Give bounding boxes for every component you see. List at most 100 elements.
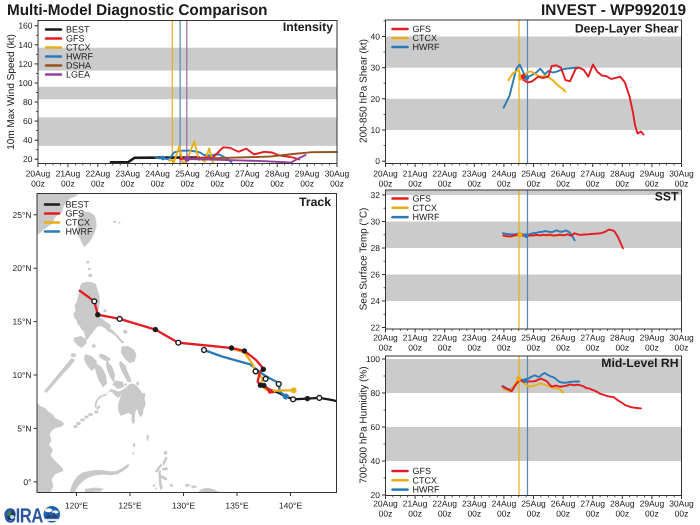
svg-text:40: 40 <box>23 135 33 145</box>
svg-text:29Aug: 29Aug <box>640 499 665 509</box>
svg-text:24Aug: 24Aug <box>492 333 517 343</box>
svg-text:HWRF: HWRF <box>66 227 93 237</box>
svg-text:60: 60 <box>371 422 381 432</box>
svg-text:120°E: 120°E <box>65 501 89 511</box>
svg-text:30Aug: 30Aug <box>669 333 694 343</box>
svg-text:00z: 00z <box>615 509 629 519</box>
svg-text:00z: 00z <box>586 509 600 519</box>
svg-text:130°E: 130°E <box>172 501 196 511</box>
svg-text:Sea Surface Temp (°C): Sea Surface Temp (°C) <box>359 208 370 311</box>
svg-text:00z: 00z <box>675 179 689 189</box>
svg-text:23Aug: 23Aug <box>462 169 487 179</box>
svg-text:29Aug: 29Aug <box>295 169 320 179</box>
svg-text:CTCX: CTCX <box>66 218 91 228</box>
svg-text:25Aug: 25Aug <box>521 333 546 343</box>
svg-text:22Aug: 22Aug <box>432 499 457 509</box>
svg-text:00z: 00z <box>497 509 511 519</box>
svg-text:00z: 00z <box>645 343 659 353</box>
svg-text:30: 30 <box>371 63 381 73</box>
svg-text:10m Max Wind Speed (kt): 10m Max Wind Speed (kt) <box>6 34 17 150</box>
svg-text:30Aug: 30Aug <box>325 169 350 179</box>
svg-text:00z: 00z <box>121 179 135 189</box>
svg-text:BEST: BEST <box>66 200 90 210</box>
svg-text:00z: 00z <box>330 179 344 189</box>
svg-text:140°E: 140°E <box>279 501 303 511</box>
svg-text:25Aug: 25Aug <box>521 499 546 509</box>
svg-text:26: 26 <box>371 270 381 280</box>
svg-text:26Aug: 26Aug <box>205 169 230 179</box>
svg-text:HWRF: HWRF <box>413 42 440 52</box>
svg-text:00z: 00z <box>408 179 422 189</box>
svg-text:21Aug: 21Aug <box>403 333 428 343</box>
svg-text:GFS: GFS <box>413 194 432 204</box>
svg-text:CTCX: CTCX <box>413 475 438 485</box>
svg-text:00z: 00z <box>438 179 452 189</box>
svg-text:25Aug: 25Aug <box>175 169 200 179</box>
svg-text:100: 100 <box>18 78 32 88</box>
svg-text:00z: 00z <box>270 179 284 189</box>
svg-text:200-850 hPa Shear (kt): 200-850 hPa Shear (kt) <box>359 39 370 143</box>
svg-text:HWRF: HWRF <box>413 485 440 495</box>
svg-text:25Aug: 25Aug <box>521 169 546 179</box>
svg-text:GFS: GFS <box>413 24 432 34</box>
svg-text:00z: 00z <box>408 509 422 519</box>
svg-text:00z: 00z <box>379 343 393 353</box>
svg-text:HWRF: HWRF <box>66 52 93 62</box>
svg-text:20: 20 <box>23 154 33 164</box>
svg-text:00z: 00z <box>300 179 314 189</box>
svg-text:20Aug: 20Aug <box>373 333 398 343</box>
svg-text:Multi-Model Diagnostic Compari: Multi-Model Diagnostic Comparison <box>7 2 268 19</box>
svg-text:0°: 0° <box>23 477 31 487</box>
svg-text:CTCX: CTCX <box>413 203 438 213</box>
svg-text:26Aug: 26Aug <box>551 169 576 179</box>
svg-text:27Aug: 27Aug <box>580 499 605 509</box>
svg-text:LGEA: LGEA <box>66 70 90 80</box>
svg-text:26Aug: 26Aug <box>551 333 576 343</box>
svg-text:23Aug: 23Aug <box>462 333 487 343</box>
svg-text:24Aug: 24Aug <box>492 169 517 179</box>
svg-text:22Aug: 22Aug <box>86 169 111 179</box>
svg-text:23Aug: 23Aug <box>115 169 140 179</box>
svg-text:GFS: GFS <box>66 34 85 44</box>
svg-text:00z: 00z <box>31 179 45 189</box>
svg-text:10: 10 <box>371 125 381 135</box>
svg-text:DSHA: DSHA <box>66 61 91 71</box>
svg-text:40: 40 <box>371 31 381 41</box>
svg-text:00z: 00z <box>527 509 541 519</box>
svg-text:700-500 hPa Humidity (%): 700-500 hPa Humidity (%) <box>359 366 370 483</box>
svg-text:00z: 00z <box>379 179 393 189</box>
svg-text:00z: 00z <box>181 179 195 189</box>
svg-text:00z: 00z <box>497 179 511 189</box>
svg-text:27Aug: 27Aug <box>235 169 260 179</box>
svg-text:125°E: 125°E <box>118 501 142 511</box>
svg-text:HWRF: HWRF <box>413 212 440 222</box>
svg-text:CTCX: CTCX <box>66 43 91 53</box>
svg-text:32: 32 <box>371 190 381 200</box>
svg-text:00z: 00z <box>61 179 75 189</box>
svg-text:22Aug: 22Aug <box>432 169 457 179</box>
svg-text:27Aug: 27Aug <box>580 169 605 179</box>
svg-text:100: 100 <box>366 354 380 364</box>
svg-text:28Aug: 28Aug <box>610 333 635 343</box>
svg-text:CTCX: CTCX <box>413 33 438 43</box>
svg-text:00z: 00z <box>586 343 600 353</box>
svg-text:135°E: 135°E <box>225 501 249 511</box>
svg-text:24Aug: 24Aug <box>492 499 517 509</box>
svg-text:30Aug: 30Aug <box>669 499 694 509</box>
svg-text:00z: 00z <box>467 509 481 519</box>
svg-text:28Aug: 28Aug <box>610 499 635 509</box>
svg-text:Track: Track <box>299 195 331 209</box>
svg-text:SST: SST <box>655 190 679 204</box>
svg-text:21Aug: 21Aug <box>56 169 81 179</box>
svg-text:120: 120 <box>18 59 32 69</box>
svg-text:28: 28 <box>371 243 381 253</box>
svg-text:22: 22 <box>371 323 381 333</box>
svg-text:23Aug: 23Aug <box>462 499 487 509</box>
svg-text:GFS: GFS <box>66 209 85 219</box>
svg-text:28Aug: 28Aug <box>265 169 290 179</box>
svg-text:25°N: 25°N <box>13 210 32 220</box>
svg-text:00z: 00z <box>91 179 105 189</box>
svg-text:00z: 00z <box>615 179 629 189</box>
svg-text:Intensity: Intensity <box>283 20 333 34</box>
svg-text:5°N: 5°N <box>17 423 31 433</box>
